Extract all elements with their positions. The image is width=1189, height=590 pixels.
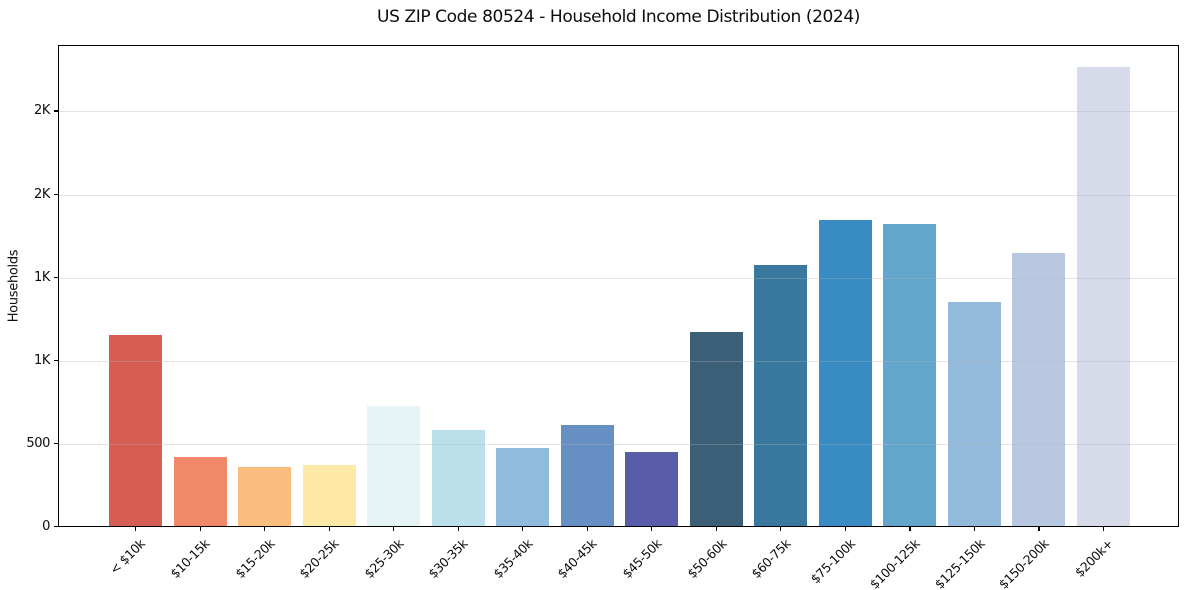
bar-15 — [1076, 67, 1130, 526]
bar-4 — [367, 405, 421, 526]
y-tick-mark — [54, 526, 58, 528]
y-tick-mark — [54, 442, 58, 445]
bar-11 — [818, 220, 872, 526]
bar-3 — [302, 465, 356, 526]
bar-7 — [560, 424, 614, 526]
x-tick-mark — [1102, 527, 1105, 531]
y-tick-label: 2K — [34, 103, 50, 119]
x-tick-mark — [844, 527, 847, 531]
x-tick-mark — [199, 527, 201, 531]
bar-14 — [1012, 252, 1066, 526]
y-tick-label: 1K — [34, 269, 50, 285]
bar-6 — [496, 447, 550, 526]
y-tick-label: 2K — [34, 186, 50, 202]
y-tick-mark — [54, 193, 58, 195]
bar-5 — [431, 429, 485, 526]
x-tick-mark — [135, 527, 137, 531]
bar-8 — [625, 452, 679, 526]
x-tick-mark — [973, 527, 976, 531]
bar-9 — [689, 331, 743, 526]
gridline — [59, 194, 1178, 196]
bar-10 — [754, 265, 808, 526]
x-tick-mark — [328, 527, 330, 531]
x-tick-mark — [586, 527, 588, 531]
x-tick-mark — [909, 527, 911, 531]
x-tick-mark — [522, 527, 524, 531]
x-tick-mark — [651, 527, 653, 531]
y-tick-mark — [54, 276, 58, 278]
bar-1 — [173, 457, 227, 526]
y-axis-label: Households — [6, 249, 22, 323]
bar-2 — [238, 467, 292, 526]
bar-13 — [947, 302, 1001, 526]
x-tick-mark — [393, 527, 395, 531]
chart-title: US ZIP Code 80524 - Household Income Dis… — [377, 7, 860, 27]
x-tick-mark — [1038, 527, 1040, 531]
y-tick-mark — [54, 110, 58, 112]
gridline — [59, 277, 1178, 279]
bar-0 — [109, 334, 162, 526]
x-tick-mark — [457, 527, 459, 531]
x-tick-mark — [264, 527, 266, 531]
bar-12 — [883, 224, 937, 526]
gridline — [59, 443, 1178, 445]
y-tick-label: 1K — [34, 352, 50, 368]
y-tick-label: 500 — [26, 435, 50, 451]
y-tick-mark — [54, 359, 58, 361]
gridline — [59, 360, 1178, 362]
y-tick-label: 0 — [42, 519, 50, 534]
gridline — [59, 111, 1178, 113]
x-tick-mark — [715, 527, 717, 531]
x-tick-mark — [780, 527, 782, 531]
plot-area — [58, 45, 1179, 527]
